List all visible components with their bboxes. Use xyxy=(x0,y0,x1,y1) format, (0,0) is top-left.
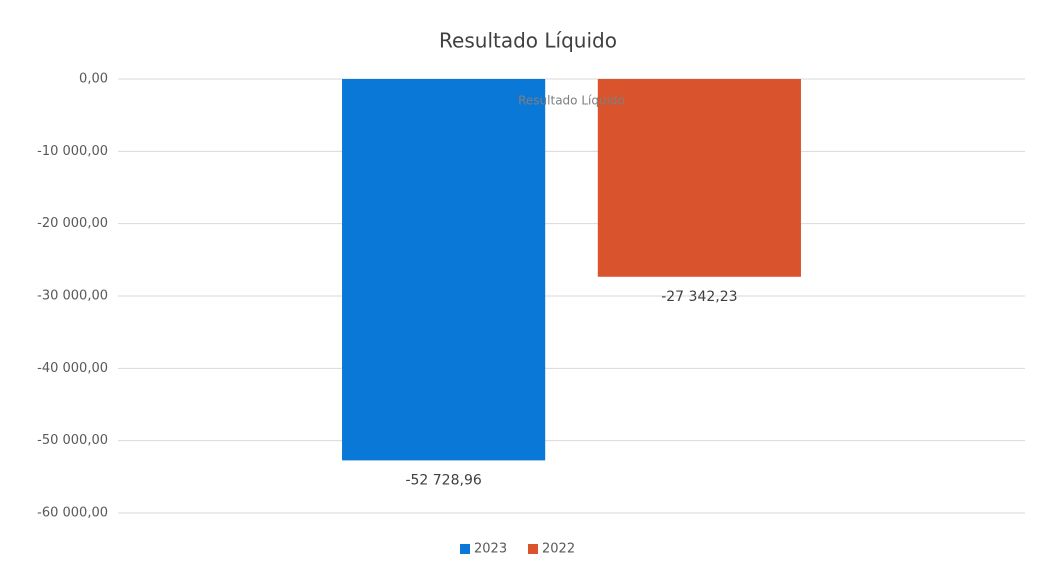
y-tick-label: -30 000,00 xyxy=(37,289,108,304)
bar xyxy=(597,79,801,277)
data-label: -52 728,96 xyxy=(405,472,481,488)
legend-swatch xyxy=(528,544,538,554)
bar xyxy=(342,79,546,461)
legend-swatch xyxy=(460,544,470,554)
legend-label: 2023 xyxy=(474,542,507,557)
legend-label: 2022 xyxy=(542,542,575,557)
y-tick-label: -50 000,00 xyxy=(37,433,108,448)
y-tick-label: 0,00 xyxy=(79,72,108,87)
y-tick-label: -60 000,00 xyxy=(37,506,108,521)
y-tick-label: -20 000,00 xyxy=(37,216,108,231)
chart-title: Resultado Líquido xyxy=(439,29,617,53)
y-tick-label: -10 000,00 xyxy=(37,144,108,159)
data-label: -27 342,23 xyxy=(661,289,737,305)
category-label: Resultado Líquido xyxy=(518,94,625,108)
y-tick-label: -40 000,00 xyxy=(37,361,108,376)
